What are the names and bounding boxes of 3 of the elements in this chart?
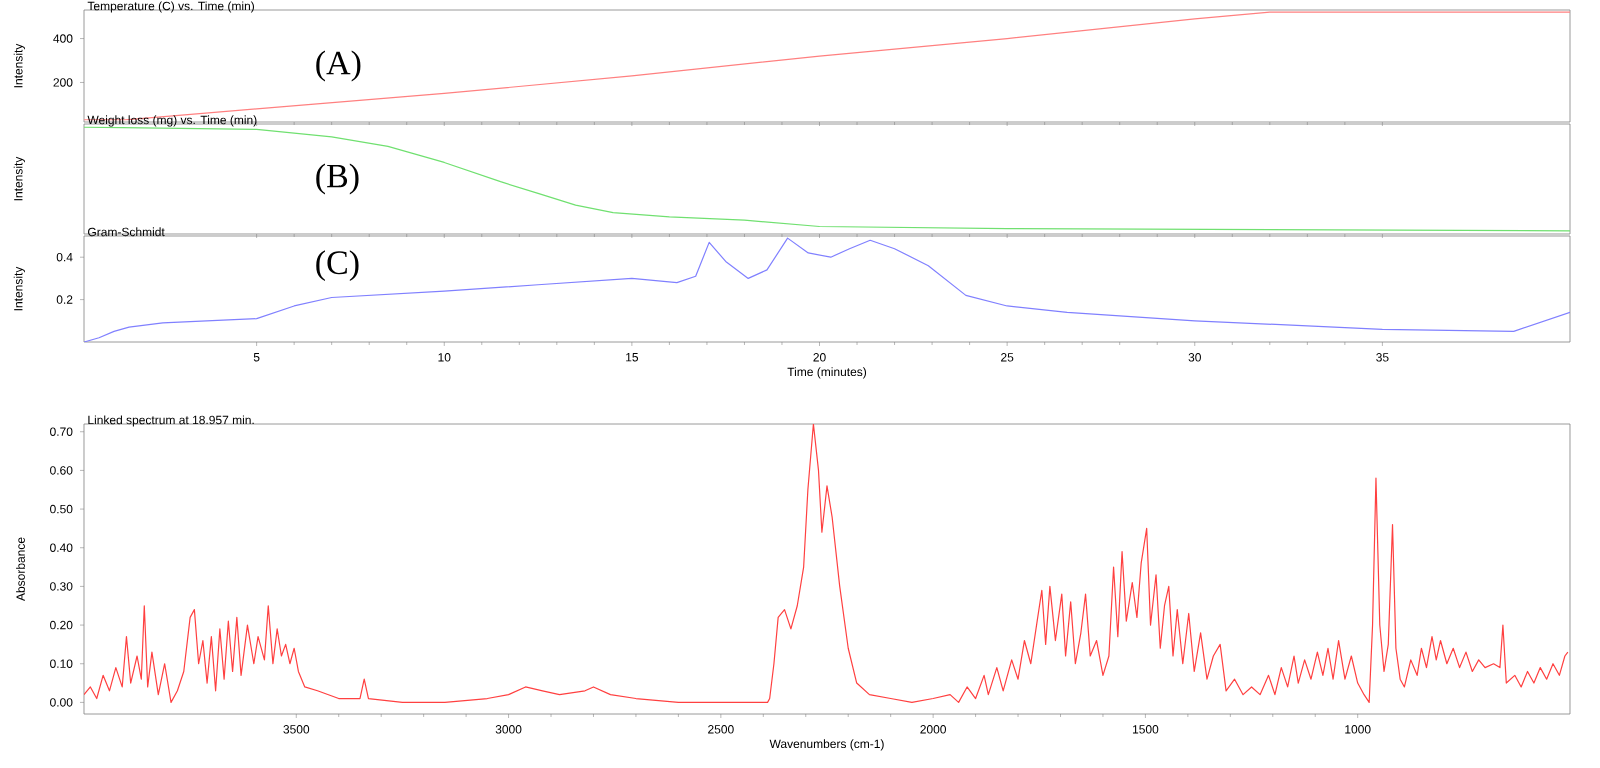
annotation: (B) — [316, 163, 359, 195]
annotation: (A) — [316, 50, 361, 82]
annotation: (C) — [316, 250, 359, 282]
